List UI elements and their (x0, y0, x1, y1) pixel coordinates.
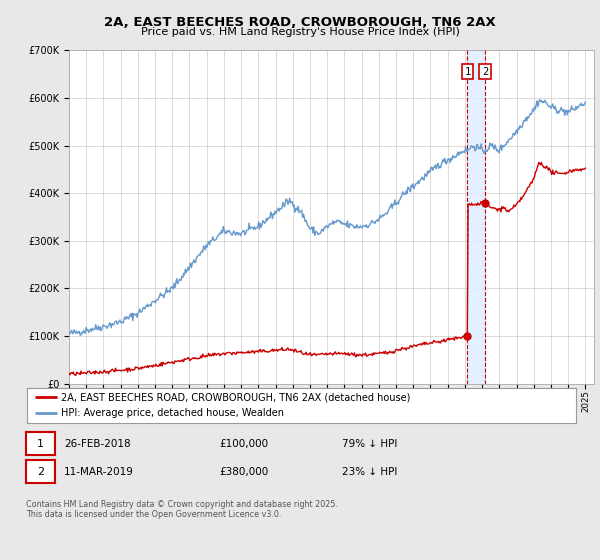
Text: 23% ↓ HPI: 23% ↓ HPI (342, 466, 397, 477)
Text: 2A, EAST BEECHES ROAD, CROWBOROUGH, TN6 2AX (detached house): 2A, EAST BEECHES ROAD, CROWBOROUGH, TN6 … (61, 393, 410, 403)
Text: 2A, EAST BEECHES ROAD, CROWBOROUGH, TN6 2AX: 2A, EAST BEECHES ROAD, CROWBOROUGH, TN6 … (104, 16, 496, 29)
Bar (467, 50, 485, 384)
Text: 2: 2 (37, 466, 44, 477)
Text: £100,000: £100,000 (219, 438, 268, 449)
Text: 2: 2 (482, 67, 488, 77)
Text: 1: 1 (464, 67, 470, 77)
Text: HPI: Average price, detached house, Wealden: HPI: Average price, detached house, Weal… (61, 408, 284, 418)
Text: Price paid vs. HM Land Registry's House Price Index (HPI): Price paid vs. HM Land Registry's House … (140, 27, 460, 37)
Text: 26-FEB-2018: 26-FEB-2018 (64, 438, 131, 449)
Text: 11-MAR-2019: 11-MAR-2019 (64, 466, 134, 477)
Text: Contains HM Land Registry data © Crown copyright and database right 2025.
This d: Contains HM Land Registry data © Crown c… (26, 500, 338, 519)
Text: 79% ↓ HPI: 79% ↓ HPI (342, 438, 397, 449)
Text: 1: 1 (37, 438, 44, 449)
Text: £380,000: £380,000 (219, 466, 268, 477)
